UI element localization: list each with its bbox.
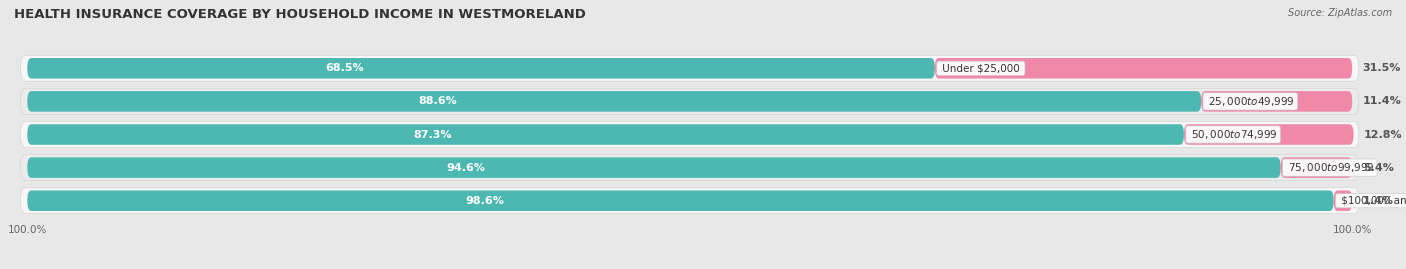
FancyBboxPatch shape (1184, 124, 1354, 145)
Text: 12.8%: 12.8% (1364, 129, 1403, 140)
Text: 5.4%: 5.4% (1362, 162, 1393, 173)
FancyBboxPatch shape (935, 58, 1353, 79)
Text: 31.5%: 31.5% (1362, 63, 1402, 73)
FancyBboxPatch shape (21, 188, 1358, 214)
FancyBboxPatch shape (27, 124, 1184, 145)
Text: 11.4%: 11.4% (1362, 96, 1402, 107)
FancyBboxPatch shape (21, 122, 1358, 147)
FancyBboxPatch shape (27, 157, 1281, 178)
FancyBboxPatch shape (21, 155, 1358, 180)
Text: $100,000 and over: $100,000 and over (1337, 196, 1406, 206)
Text: 94.6%: 94.6% (447, 162, 485, 173)
Text: 68.5%: 68.5% (326, 63, 364, 73)
Text: $50,000 to $74,999: $50,000 to $74,999 (1188, 128, 1278, 141)
Text: Source: ZipAtlas.com: Source: ZipAtlas.com (1288, 8, 1392, 18)
Text: 87.3%: 87.3% (413, 129, 451, 140)
Text: $25,000 to $49,999: $25,000 to $49,999 (1205, 95, 1295, 108)
FancyBboxPatch shape (21, 89, 1358, 114)
Text: Under $25,000: Under $25,000 (939, 63, 1022, 73)
FancyBboxPatch shape (27, 91, 1201, 112)
FancyBboxPatch shape (1201, 91, 1353, 112)
Text: 1.4%: 1.4% (1362, 196, 1393, 206)
FancyBboxPatch shape (27, 58, 935, 79)
FancyBboxPatch shape (27, 190, 1334, 211)
Text: 88.6%: 88.6% (419, 96, 457, 107)
FancyBboxPatch shape (1281, 157, 1353, 178)
Text: 98.6%: 98.6% (465, 196, 503, 206)
Text: $75,000 to $99,999: $75,000 to $99,999 (1285, 161, 1375, 174)
FancyBboxPatch shape (1334, 190, 1353, 211)
Text: HEALTH INSURANCE COVERAGE BY HOUSEHOLD INCOME IN WESTMORELAND: HEALTH INSURANCE COVERAGE BY HOUSEHOLD I… (14, 8, 586, 21)
FancyBboxPatch shape (21, 55, 1358, 81)
